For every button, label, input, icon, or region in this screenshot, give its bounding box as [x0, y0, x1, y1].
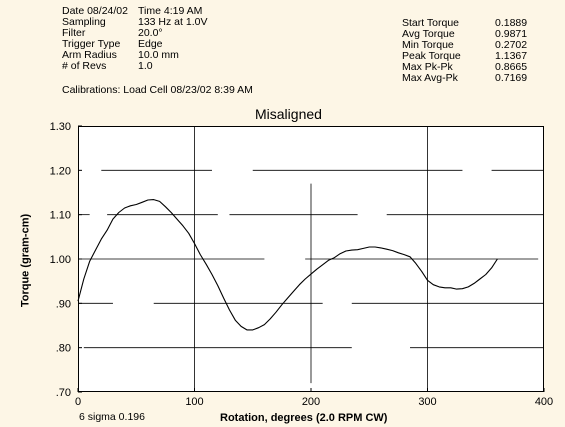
param-value-sampling: 133 Hz at 1.0V: [138, 16, 208, 28]
y-tick-label-3: 1.00: [50, 254, 71, 266]
calibrations-label: Calibrations: Load Cell 08/23/02 8:39 AM: [62, 84, 253, 96]
x-tick-label-0: 0: [75, 396, 81, 408]
x-tick-label-3: 300: [418, 396, 436, 408]
y-tick-label-4: 1.10: [50, 210, 71, 222]
x-axis-label: Rotation, degrees (2.0 RPM CW): [220, 412, 388, 424]
date-label: Date 08/24/02: [62, 5, 128, 17]
param-value-filter: 20.0°: [138, 27, 163, 39]
param-label-revs: # of Revs: [62, 60, 107, 72]
param-value-revs: 1.0: [138, 60, 153, 72]
param-label-arm-radius: Arm Radius: [62, 49, 117, 61]
stat-value-max-avg-pk: 0.7169: [495, 72, 528, 84]
y-tick-label-5: 1.20: [50, 165, 71, 177]
stat-value-avg-torque: 0.9871: [495, 28, 528, 40]
y-tick-label-2: .90: [56, 298, 71, 310]
stat-label-peak-torque: Peak Torque: [402, 50, 461, 62]
stat-value-min-torque: 0.2702: [495, 39, 528, 51]
y-tick-label-1: .80: [56, 343, 71, 355]
stat-label-avg-torque: Avg Torque: [402, 28, 455, 40]
stat-value-peak-torque: 1.1367: [495, 50, 528, 62]
data-line-series-0: [77, 199, 498, 331]
x-tick-label-4: 400: [535, 396, 553, 408]
param-label-trigger: Trigger Type: [62, 38, 121, 50]
x-tick-label-1: 100: [185, 396, 203, 408]
sigma-label: 6 sigma 0.196: [79, 411, 145, 423]
chart-title: Misaligned: [255, 106, 322, 122]
stat-value-max-pk-pk: 0.8665: [495, 61, 528, 73]
stat-label-min-torque: Min Torque: [402, 39, 454, 51]
param-label-sampling: Sampling: [62, 16, 106, 28]
stat-label-start-torque: Start Torque: [402, 17, 460, 29]
param-value-arm-radius: 10.0 mm: [138, 49, 179, 61]
y-tick-label-6: 1.30: [50, 121, 71, 133]
y-axis-label: Torque (gram-cm): [19, 213, 32, 308]
stat-value-start-torque: 0.1889: [495, 17, 528, 29]
stat-label-max-pk-pk: Max Pk-Pk: [402, 61, 453, 73]
time-label: Time 4:19 AM: [138, 5, 203, 17]
x-tick-label-2: 200: [302, 396, 320, 408]
stat-label-max-avg-pk: Max Avg-Pk: [402, 72, 458, 84]
param-value-trigger: Edge: [138, 38, 163, 50]
y-tick-label-0: .70: [56, 387, 71, 399]
param-label-filter: Filter: [62, 27, 86, 39]
